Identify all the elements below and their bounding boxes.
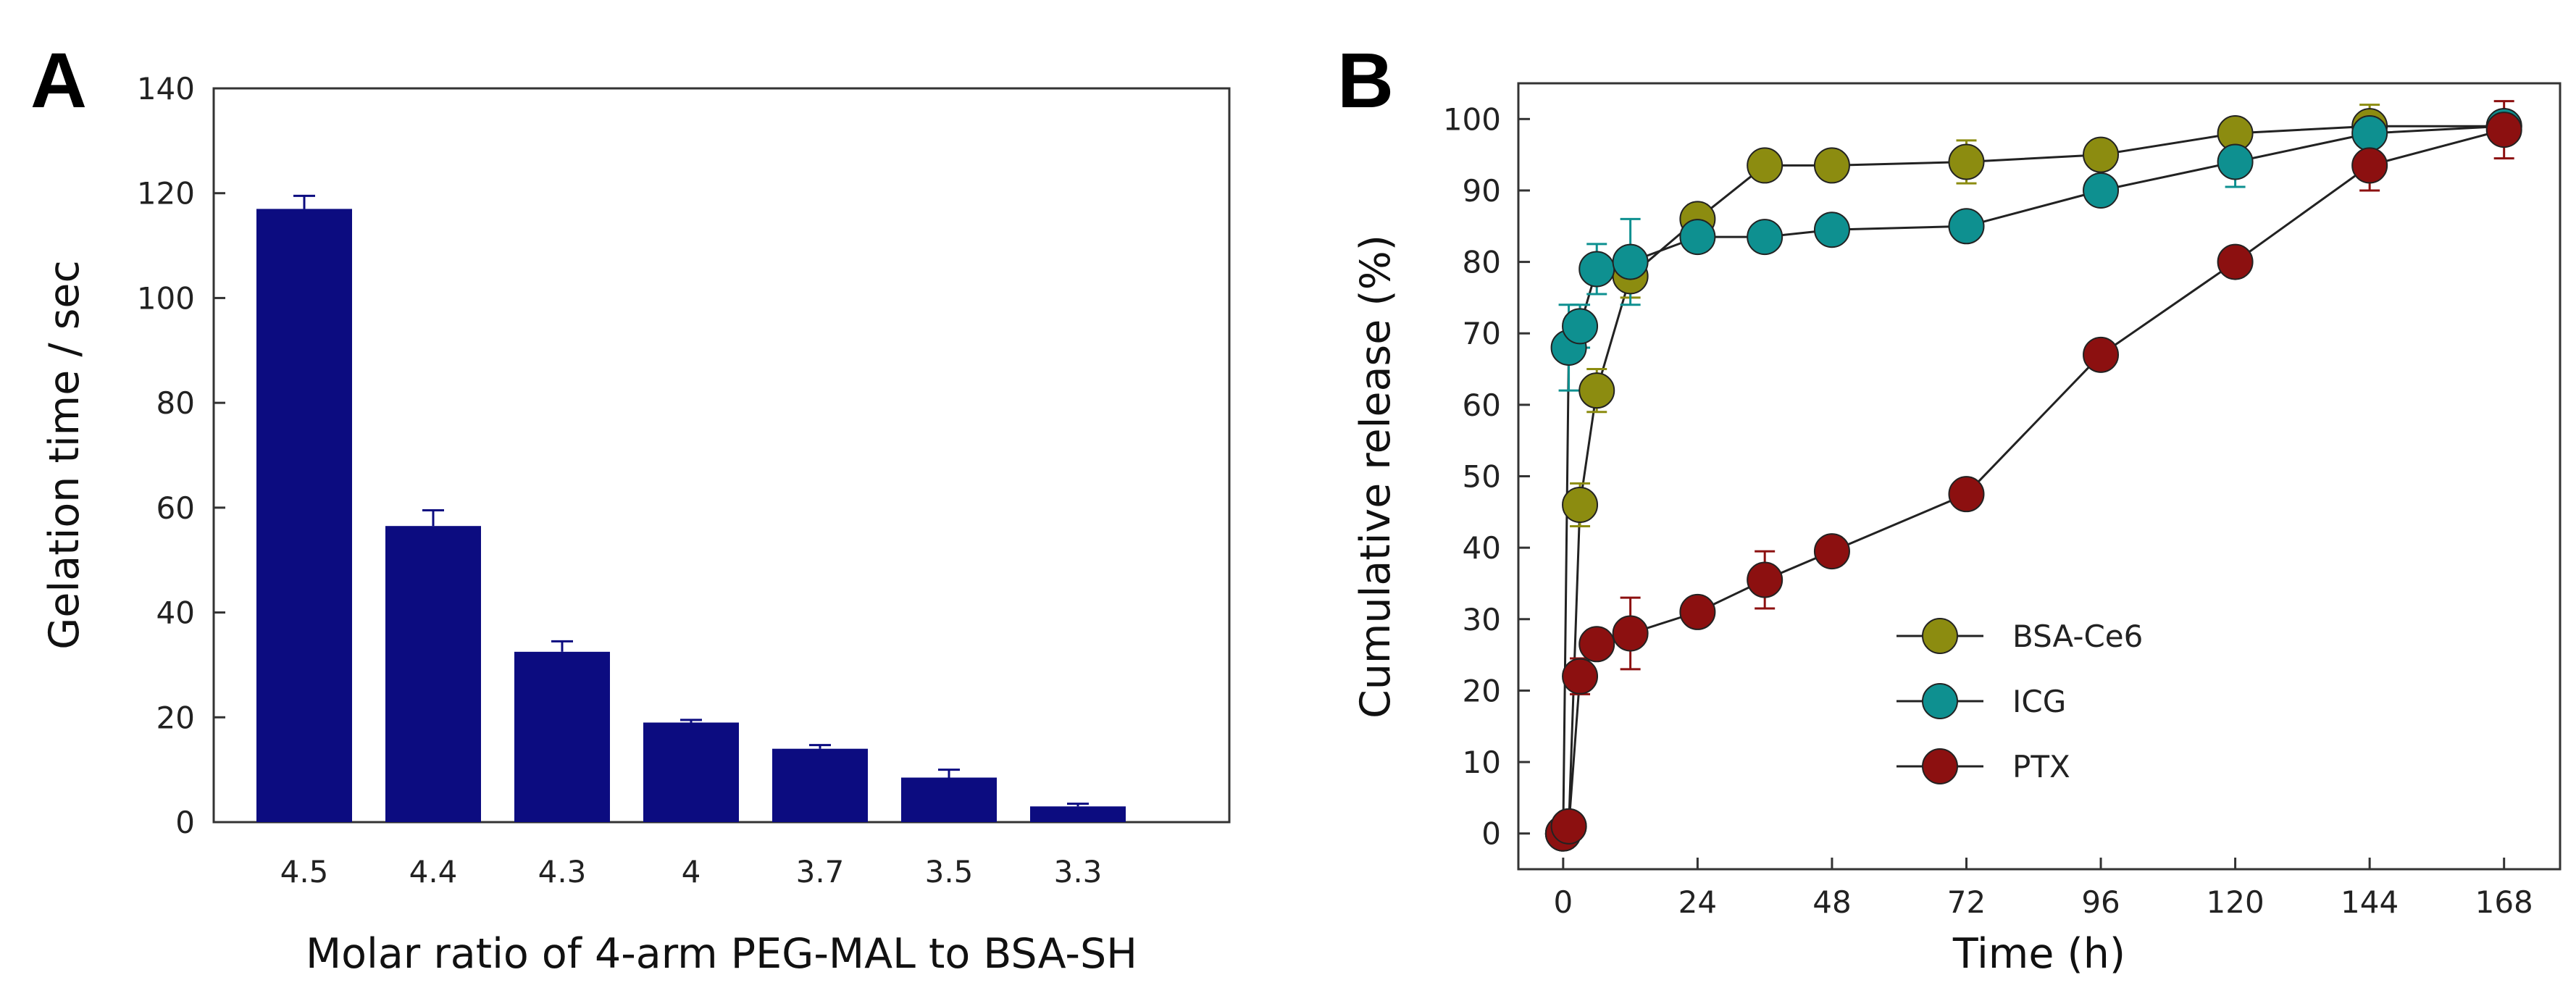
a-y-tick-label: 20: [156, 700, 195, 735]
a-x-tick-label: 3.7: [796, 854, 845, 889]
b-point-ptx: [1612, 615, 1649, 652]
b-point-ptx: [1550, 808, 1587, 845]
panel-a-x-axis-label: Molar ratio of 4-arm PEG-MAL to BSA-SH: [306, 930, 1137, 978]
a-bar: [772, 748, 868, 822]
b-y-tick-label: 20: [1463, 673, 1501, 708]
a-x-tick-label: 4.4: [409, 854, 458, 889]
a-bar: [901, 777, 997, 822]
b-y-tick-label: 10: [1463, 745, 1501, 780]
b-point-icg: [1578, 251, 1615, 288]
b-y-tick-label: 100: [1443, 101, 1501, 137]
panel-a-bar-chart: A 0 20 40 60 80 100 120 140 4.5 4.4 4.3 4 3.7 3.5 3.3…: [30, 36, 1231, 978]
b-y-tick-label: 90: [1463, 173, 1501, 209]
b-point-bsa-ce6: [1578, 372, 1615, 409]
panel-a-plot-frame: [212, 87, 1231, 824]
a-y-tick-label: 60: [156, 490, 195, 526]
a-y-tick-label: 80: [156, 385, 195, 421]
a-x-tick-label: 4: [682, 854, 701, 889]
b-x-tick-label: 72: [1947, 884, 1986, 920]
b-point-icg: [2351, 115, 2388, 152]
b-y-tick-label: 30: [1463, 602, 1501, 637]
b-point-icg: [1948, 208, 1985, 245]
b-point-icg: [1747, 219, 1783, 256]
b-point-ptx: [1679, 593, 1716, 630]
panel-b-x-axis-label: Time (h): [1952, 930, 2125, 978]
b-point-ptx: [1747, 561, 1783, 598]
b-point-ptx: [1562, 658, 1599, 695]
b-y-tick-label: 80: [1463, 245, 1501, 280]
b-point-ptx: [2485, 112, 2522, 148]
a-y-tick-label: 40: [156, 595, 195, 631]
a-bar: [1030, 806, 1126, 822]
panel-b-y-axis-label: Cumulative release (%): [1352, 235, 1400, 719]
panel-a-y-axis-label: Gelation time / sec: [41, 260, 88, 650]
b-x-tick-label: 120: [2207, 884, 2265, 920]
b-point-icg: [2083, 172, 2120, 209]
b-x-tick-label: 24: [1678, 884, 1717, 920]
a-y-tick-label: 100: [137, 280, 195, 316]
b-point-bsa-ce6: [1813, 147, 1850, 184]
a-y-tick-label: 120: [137, 176, 195, 212]
panel-a-x-ticks: 4.5 4.4 4.3 4 3.7 3.5 3.3: [280, 854, 1103, 889]
b-x-tick-label: 168: [2475, 884, 2533, 920]
panel-b-line-chart: B 0 10 20 30 40 50 60 70 80 90 100 0 24 48 72 96 120 144…: [1337, 36, 2562, 978]
b-y-tick-label: 0: [1481, 816, 1501, 852]
b-legend-label: ICG: [2012, 684, 2066, 719]
a-bar: [643, 722, 739, 822]
b-point-ptx: [2217, 243, 2254, 280]
b-point-ptx: [1578, 626, 1615, 663]
panel-b-label: B: [1337, 36, 1394, 124]
b-point-bsa-ce6: [1948, 143, 1985, 180]
b-legend-marker: [1922, 683, 1958, 719]
b-y-tick-label: 60: [1463, 388, 1501, 423]
a-x-tick-label: 4.3: [538, 854, 587, 889]
b-x-tick-label: 0: [1553, 884, 1573, 920]
panel-b-legend: BSA-Ce6 ICG PTX: [1897, 618, 2143, 784]
a-y-tick-label: 140: [137, 71, 195, 106]
b-point-bsa-ce6: [1747, 147, 1783, 184]
b-legend-label: PTX: [2012, 749, 2070, 784]
b-x-tick-label: 96: [2081, 884, 2120, 920]
a-x-tick-label: 3.5: [925, 854, 974, 889]
b-point-icg: [1562, 308, 1599, 345]
b-point-icg: [2217, 143, 2254, 180]
panel-a-label: A: [30, 36, 87, 124]
b-y-tick-label: 70: [1463, 316, 1501, 351]
b-point-bsa-ce6: [2083, 136, 2120, 173]
b-point-ptx: [2083, 336, 2120, 373]
a-y-tick-label: 0: [175, 805, 195, 840]
b-y-tick-label: 50: [1463, 459, 1501, 495]
a-bar: [256, 209, 352, 823]
b-point-ptx: [1813, 533, 1850, 570]
b-point-ptx: [1948, 476, 1985, 513]
b-legend-marker: [1922, 618, 1958, 654]
panel-a-y-ticks: 0 20 40 60 80 100 120 140: [137, 71, 225, 840]
b-point-bsa-ce6: [1562, 486, 1599, 523]
a-x-tick-label: 4.5: [280, 854, 329, 889]
panel-a-bars: [256, 194, 1126, 823]
a-bar: [385, 526, 481, 822]
b-x-tick-label: 144: [2341, 884, 2399, 920]
panel-b-series: [1544, 100, 2522, 852]
b-point-ptx: [2351, 147, 2388, 184]
a-bar: [514, 651, 610, 822]
panel-b-y-ticks: 0 10 20 30 40 50 60 70 80 90 100: [1443, 101, 1530, 852]
b-y-tick-label: 40: [1463, 530, 1501, 566]
b-x-tick-label: 48: [1812, 884, 1851, 920]
panel-b-x-ticks: 0 24 48 72 96 120 144 168: [1553, 858, 2533, 920]
b-legend-label: BSA-Ce6: [2012, 619, 2143, 654]
b-point-icg: [1813, 212, 1850, 248]
b-point-icg: [1679, 219, 1716, 256]
b-legend-marker: [1922, 748, 1958, 784]
b-point-icg: [1612, 243, 1649, 280]
a-x-tick-label: 3.3: [1054, 854, 1103, 889]
